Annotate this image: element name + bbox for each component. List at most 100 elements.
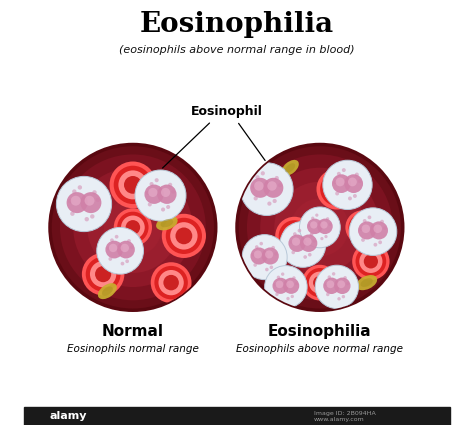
Circle shape	[278, 183, 282, 187]
Text: (eosinophils above normal range in blood): (eosinophils above normal range in blood…	[119, 45, 355, 55]
Circle shape	[68, 199, 73, 204]
Ellipse shape	[102, 286, 113, 296]
Circle shape	[364, 254, 378, 269]
Circle shape	[107, 246, 110, 250]
Circle shape	[317, 169, 357, 210]
Circle shape	[323, 278, 340, 294]
Circle shape	[117, 241, 135, 258]
Circle shape	[97, 227, 144, 274]
Circle shape	[336, 178, 345, 186]
Circle shape	[348, 196, 352, 201]
Circle shape	[270, 266, 273, 269]
Circle shape	[309, 272, 331, 294]
Circle shape	[356, 246, 386, 277]
Circle shape	[302, 265, 337, 300]
Circle shape	[158, 270, 184, 295]
Ellipse shape	[285, 163, 295, 173]
Circle shape	[168, 183, 172, 187]
Circle shape	[356, 221, 369, 234]
Circle shape	[260, 168, 380, 287]
Circle shape	[161, 188, 170, 197]
Circle shape	[254, 196, 258, 201]
Circle shape	[127, 239, 131, 243]
Circle shape	[293, 232, 297, 236]
Circle shape	[92, 190, 97, 195]
Circle shape	[320, 173, 354, 206]
Circle shape	[148, 202, 152, 207]
Circle shape	[267, 201, 272, 206]
Circle shape	[105, 241, 123, 258]
Circle shape	[310, 233, 313, 236]
Circle shape	[308, 253, 311, 257]
Circle shape	[310, 233, 313, 237]
Circle shape	[250, 247, 267, 264]
Circle shape	[286, 297, 290, 300]
Circle shape	[265, 268, 269, 271]
Circle shape	[298, 229, 301, 232]
Text: Eosinophilia: Eosinophilia	[140, 11, 334, 38]
Circle shape	[255, 175, 260, 179]
Circle shape	[361, 238, 365, 242]
Circle shape	[353, 194, 357, 198]
Circle shape	[254, 250, 262, 258]
Circle shape	[327, 280, 334, 288]
Circle shape	[273, 278, 289, 294]
Circle shape	[71, 196, 81, 206]
Circle shape	[73, 168, 192, 287]
Circle shape	[279, 220, 310, 252]
Circle shape	[277, 276, 280, 279]
Circle shape	[96, 198, 100, 202]
Circle shape	[281, 272, 284, 276]
Circle shape	[255, 245, 258, 249]
Circle shape	[237, 144, 403, 310]
Circle shape	[337, 297, 341, 300]
Circle shape	[164, 275, 179, 290]
Circle shape	[50, 144, 216, 310]
Circle shape	[380, 220, 384, 224]
Circle shape	[337, 280, 345, 288]
Circle shape	[332, 174, 351, 193]
Text: alamy: alamy	[50, 411, 88, 421]
Circle shape	[70, 212, 74, 216]
Circle shape	[352, 243, 390, 280]
Circle shape	[348, 178, 357, 186]
Circle shape	[303, 255, 307, 259]
Circle shape	[343, 276, 347, 280]
Circle shape	[363, 219, 366, 223]
Circle shape	[346, 210, 379, 244]
Circle shape	[148, 188, 157, 197]
Circle shape	[264, 266, 307, 308]
Circle shape	[109, 257, 112, 261]
Circle shape	[157, 184, 176, 204]
Circle shape	[334, 278, 351, 294]
Circle shape	[254, 263, 257, 267]
Circle shape	[261, 171, 265, 176]
Circle shape	[374, 224, 382, 233]
Circle shape	[252, 253, 255, 257]
Circle shape	[352, 217, 373, 238]
Ellipse shape	[156, 216, 178, 230]
Text: www.alamy.com: www.alamy.com	[313, 417, 364, 422]
Circle shape	[333, 181, 337, 184]
Circle shape	[324, 283, 328, 286]
Circle shape	[240, 163, 293, 215]
Circle shape	[291, 198, 349, 256]
Circle shape	[374, 243, 377, 246]
Circle shape	[121, 215, 145, 239]
Circle shape	[295, 282, 298, 286]
Circle shape	[283, 278, 299, 294]
Circle shape	[292, 238, 300, 246]
Circle shape	[60, 154, 206, 300]
Circle shape	[310, 221, 318, 229]
Text: Eosinophils above normal range: Eosinophils above normal range	[237, 344, 403, 354]
Circle shape	[155, 178, 159, 182]
Circle shape	[259, 242, 263, 245]
Circle shape	[280, 221, 326, 267]
Circle shape	[328, 223, 332, 226]
Circle shape	[337, 172, 341, 176]
Circle shape	[120, 244, 129, 252]
Circle shape	[358, 179, 362, 183]
Circle shape	[287, 229, 301, 243]
Circle shape	[82, 253, 124, 295]
Circle shape	[348, 213, 376, 241]
